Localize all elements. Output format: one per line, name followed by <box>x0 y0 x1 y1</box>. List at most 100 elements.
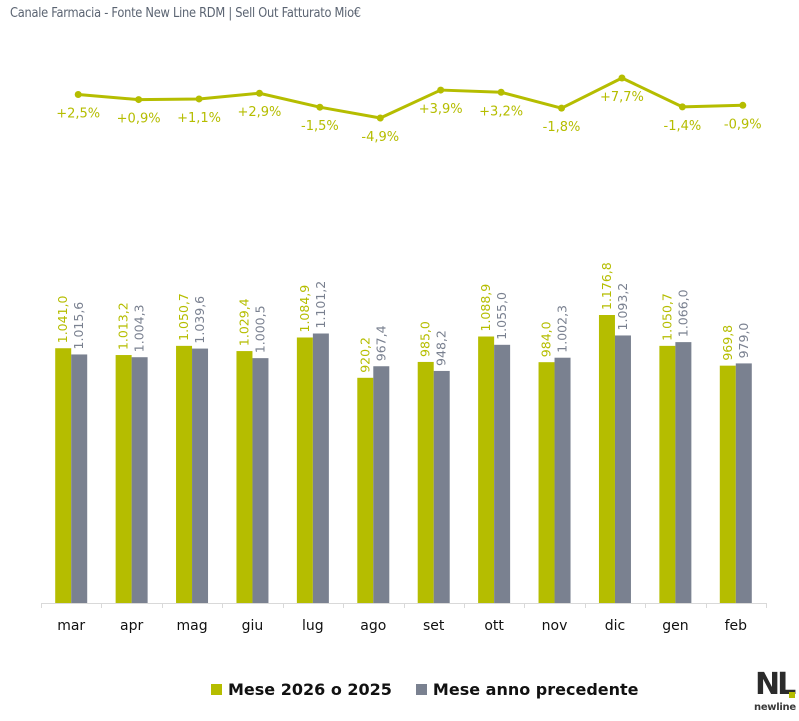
x-tick-label: mag <box>176 618 207 634</box>
data-label-current: 1.084,9 <box>297 285 312 333</box>
x-tick-label: lug <box>302 618 324 634</box>
bar-previous <box>252 358 269 603</box>
data-label-current: 1.176,8 <box>599 262 614 310</box>
variation-point <box>558 104 566 112</box>
data-label-previous: 948,2 <box>434 330 449 366</box>
bar-previous <box>614 335 631 603</box>
data-label-previous: 1.066,0 <box>675 289 690 337</box>
bar-current <box>659 345 676 603</box>
variation-label: -1,5% <box>301 119 339 134</box>
logo-wordmark: newline <box>754 702 796 713</box>
variation-label: -1,4% <box>664 119 702 134</box>
variation-label: +1,1% <box>177 111 221 126</box>
data-label-previous: 1.055,0 <box>494 292 509 340</box>
variation-point <box>678 103 686 111</box>
legend-label-current: Mese 2026 o 2025 <box>228 680 392 699</box>
bar-previous <box>312 333 329 603</box>
bar-previous <box>433 370 450 603</box>
data-label-current: 1.050,7 <box>659 293 674 341</box>
logo-accent-square <box>789 692 795 698</box>
data-label-previous: 1.093,2 <box>615 283 630 331</box>
variation-point <box>316 103 324 111</box>
data-label-previous: 1.002,3 <box>555 305 570 353</box>
data-label-current: 1.013,2 <box>116 302 131 350</box>
legend-swatch-previous <box>415 684 427 695</box>
bar-previous <box>71 354 88 603</box>
legend-swatch-current <box>211 684 222 695</box>
legend-item-previous: Mese anno precedente <box>415 680 639 699</box>
bar-layer: 1.041,0 1.015,6 1.013,2 1.004,3 1.050,7 1.039… <box>55 262 752 603</box>
variation-label: +2,9% <box>237 105 281 120</box>
data-label-previous: 979,0 <box>736 323 751 359</box>
bar-current <box>417 361 434 603</box>
x-tick-label: set <box>423 618 445 634</box>
variation-label: -1,8% <box>543 120 581 135</box>
bar-current <box>55 348 72 603</box>
bar-current <box>236 351 253 603</box>
data-label-current: 984,0 <box>539 321 554 357</box>
x-tick-label: ott <box>484 618 504 634</box>
x-tick-label: giu <box>242 618 264 634</box>
x-tick-label: nov <box>542 618 568 634</box>
variation-label: +2,5% <box>56 107 100 122</box>
newline-logo: NL newline <box>751 667 796 718</box>
x-tick-label: feb <box>725 618 748 634</box>
data-label-current: 985,0 <box>418 321 433 357</box>
variation-line-layer: +2,5% +0,9% +1,1% +2,9% -1,5% -4,9% +3,9% +3,2%… <box>56 74 762 145</box>
bar-current <box>719 365 736 603</box>
variation-label: +3,2% <box>479 104 523 119</box>
bar-current <box>296 337 313 603</box>
data-label-current: 1.041,0 <box>55 295 70 343</box>
legend: Mese 2026 o 2025 Mese anno precedente <box>211 680 663 699</box>
bar-previous <box>192 348 209 603</box>
data-label-current: 969,8 <box>720 325 735 361</box>
bar-previous <box>675 342 692 603</box>
data-label-current: 920,2 <box>357 337 372 373</box>
bar-previous <box>494 344 511 603</box>
x-tick-label: gen <box>662 618 688 634</box>
bar-previous <box>735 363 752 603</box>
variation-label: +3,9% <box>419 102 463 117</box>
bar-current <box>115 355 132 603</box>
x-tick-label: ago <box>360 618 386 634</box>
variation-label: +7,7% <box>600 90 644 105</box>
data-label-previous: 1.004,3 <box>132 304 147 352</box>
variation-point <box>255 89 263 97</box>
bar-previous <box>554 357 571 603</box>
bar-current <box>478 336 495 603</box>
variation-point <box>135 96 143 104</box>
variation-point <box>739 101 747 109</box>
data-label-previous: 1.015,6 <box>71 302 86 350</box>
data-label-current: 1.029,4 <box>236 298 251 346</box>
legend-item-current: Mese 2026 o 2025 <box>211 680 392 699</box>
data-label-current: 1.050,7 <box>176 293 191 341</box>
legend-label-previous: Mese anno precedente <box>432 680 639 699</box>
variation-point <box>74 91 82 99</box>
bar-current <box>176 345 193 603</box>
bar-previous <box>373 366 390 603</box>
data-label-previous: 967,4 <box>373 325 388 361</box>
bar-current <box>357 377 374 603</box>
variation-line <box>78 76 743 120</box>
variation-point <box>195 95 203 103</box>
variation-point <box>437 86 445 94</box>
data-label-previous: 1.101,2 <box>313 281 328 329</box>
variation-label: -4,9% <box>361 130 399 145</box>
logo-mark: NL <box>755 667 796 702</box>
bar-current <box>598 315 615 603</box>
variation-label: -0,9% <box>724 117 762 132</box>
variation-point <box>497 88 505 96</box>
bar-previous <box>131 357 148 603</box>
variation-label: +0,9% <box>117 112 161 127</box>
variation-point <box>376 114 384 122</box>
bar-current <box>538 362 555 603</box>
data-label-previous: 1.039,6 <box>192 296 207 344</box>
x-axis: mar apr mag giu lug ago set ott nov dic gen feb <box>41 603 767 634</box>
data-label-previous: 1.000,5 <box>252 305 267 353</box>
x-tick-label: apr <box>120 618 143 634</box>
x-tick-label: dic <box>605 618 625 634</box>
x-tick-label: mar <box>57 618 85 634</box>
data-label-current: 1.088,9 <box>478 284 493 332</box>
variation-point <box>618 74 626 82</box>
